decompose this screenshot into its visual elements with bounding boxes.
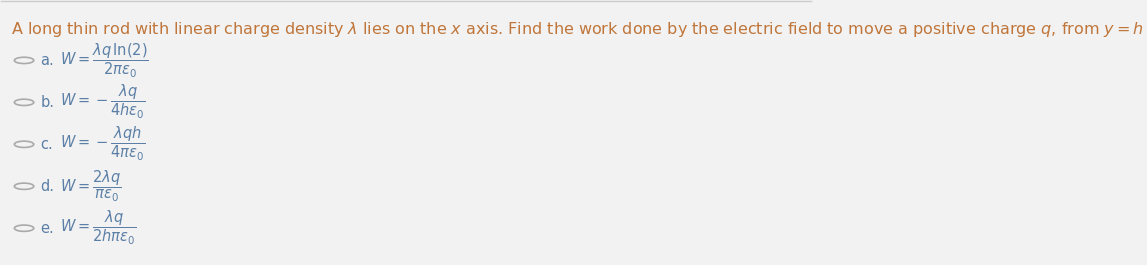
Text: A long thin rod with linear charge density $\lambda$ lies on the $x$ axis. Find : A long thin rod with linear charge densi… (11, 20, 1147, 39)
Text: a.: a. (40, 53, 54, 68)
Text: $W = -\dfrac{\lambda q}{4h\epsilon_0}$: $W = -\dfrac{\lambda q}{4h\epsilon_0}$ (60, 83, 146, 121)
Text: d.: d. (40, 179, 54, 194)
Text: $W = \dfrac{\lambda q}{2h\pi\epsilon_0}$: $W = \dfrac{\lambda q}{2h\pi\epsilon_0}$ (60, 209, 136, 247)
Text: $W = \dfrac{\lambda q\,\ln(2)}{2\pi\epsilon_0}$: $W = \dfrac{\lambda q\,\ln(2)}{2\pi\epsi… (60, 41, 148, 80)
Text: c.: c. (40, 137, 53, 152)
Text: e.: e. (40, 221, 54, 236)
Text: $W = \dfrac{2\lambda q}{\pi\epsilon_0}$: $W = \dfrac{2\lambda q}{\pi\epsilon_0}$ (60, 169, 122, 204)
Text: $W = -\dfrac{\lambda qh}{4\pi\epsilon_0}$: $W = -\dfrac{\lambda qh}{4\pi\epsilon_0}… (60, 125, 145, 164)
Text: b.: b. (40, 95, 54, 110)
